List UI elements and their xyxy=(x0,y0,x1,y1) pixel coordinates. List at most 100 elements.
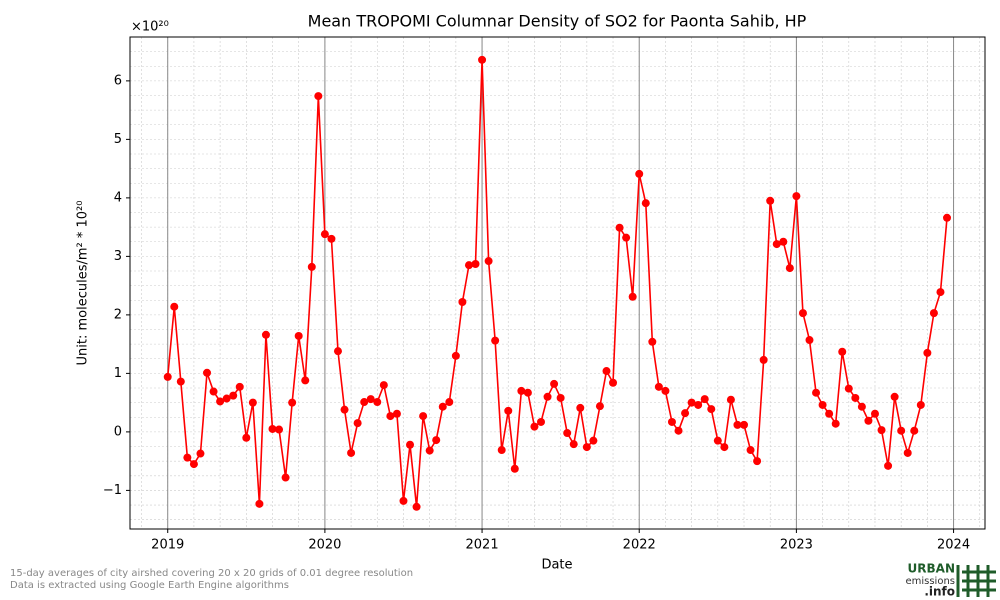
data-point xyxy=(595,402,604,411)
data-point xyxy=(884,461,893,470)
data-point xyxy=(497,446,506,455)
data-point xyxy=(622,233,631,242)
x-tick-label: 2021 xyxy=(466,538,499,553)
data-point xyxy=(726,395,735,404)
data-point xyxy=(877,426,886,435)
logo-text: .info xyxy=(924,585,955,599)
data-point xyxy=(189,460,198,469)
data-point xyxy=(406,440,415,449)
data-point xyxy=(720,443,729,452)
data-point xyxy=(694,400,703,409)
y-tick-label: −1 xyxy=(103,483,122,498)
data-point xyxy=(438,402,447,411)
data-point xyxy=(844,384,853,393)
data-point xyxy=(929,309,938,318)
data-point xyxy=(582,443,591,452)
logo-text: emissions xyxy=(905,576,955,587)
data-point xyxy=(432,436,441,445)
data-point xyxy=(753,457,762,466)
x-tick-label: 2022 xyxy=(623,538,656,553)
data-point xyxy=(910,426,919,435)
data-point xyxy=(471,259,480,268)
data-point xyxy=(825,409,834,418)
data-point xyxy=(628,292,637,301)
data-point xyxy=(327,234,336,243)
data-point xyxy=(641,199,650,208)
data-point xyxy=(772,240,781,249)
data-point xyxy=(242,433,251,442)
data-point xyxy=(943,213,952,222)
logo-icon xyxy=(956,565,996,597)
x-axis-label: Date xyxy=(541,558,572,573)
data-point xyxy=(936,288,945,297)
data-point xyxy=(196,449,205,458)
data-point xyxy=(360,398,369,407)
data-point xyxy=(366,395,375,404)
data-point xyxy=(216,397,225,406)
data-point xyxy=(294,331,303,340)
x-tick-label: 2019 xyxy=(151,538,184,553)
data-point xyxy=(746,446,755,455)
data-point xyxy=(687,398,696,407)
data-point xyxy=(569,440,578,449)
data-point xyxy=(399,496,408,505)
data-point xyxy=(674,426,683,435)
data-point xyxy=(301,376,310,385)
data-point xyxy=(261,330,270,339)
data-point xyxy=(759,355,768,364)
data-point xyxy=(589,436,598,445)
data-point xyxy=(779,237,788,246)
data-point xyxy=(785,264,794,273)
data-point xyxy=(163,372,172,381)
y-tick-label: 5 xyxy=(114,132,122,147)
data-point xyxy=(857,402,866,411)
data-point xyxy=(563,429,572,438)
data-point xyxy=(281,473,290,482)
data-point xyxy=(543,392,552,401)
data-point xyxy=(510,464,519,473)
data-point xyxy=(484,257,493,266)
data-point xyxy=(556,393,565,402)
data-point xyxy=(255,499,264,508)
data-point xyxy=(307,262,316,271)
data-point xyxy=(419,412,428,421)
data-point xyxy=(635,169,644,178)
data-point xyxy=(923,348,932,357)
data-point xyxy=(203,368,212,377)
data-point xyxy=(458,298,467,307)
data-point xyxy=(445,398,454,407)
data-point xyxy=(903,448,912,457)
data-point xyxy=(222,394,231,403)
data-point xyxy=(890,392,899,401)
data-point xyxy=(464,261,473,270)
data-point xyxy=(740,420,749,429)
footnote: 15-day averages of city airshed covering… xyxy=(10,568,413,579)
data-point xyxy=(667,417,676,426)
y-tick-label: 0 xyxy=(114,424,122,439)
data-point xyxy=(412,502,421,511)
data-point xyxy=(451,351,460,360)
data-point xyxy=(268,424,277,433)
data-point xyxy=(602,367,611,376)
data-point xyxy=(707,405,716,414)
grid xyxy=(130,36,985,529)
data-point xyxy=(373,398,382,407)
y-tick-label: 2 xyxy=(114,307,122,322)
data-point xyxy=(609,378,618,387)
data-point xyxy=(654,382,663,391)
data-point xyxy=(288,398,297,407)
data-point xyxy=(478,55,487,64)
data-point xyxy=(766,196,775,205)
data-point xyxy=(209,387,218,396)
plot-frame xyxy=(129,36,986,530)
x-tick-label: 2023 xyxy=(780,538,813,553)
data-point xyxy=(838,347,847,356)
y-tick-label: 4 xyxy=(114,190,122,205)
data-point xyxy=(320,230,329,239)
data-point xyxy=(713,436,722,445)
data-point xyxy=(347,448,356,457)
footnote: Data is extracted using Google Earth Eng… xyxy=(10,580,289,591)
x-tick-label: 2020 xyxy=(308,538,341,553)
data-point xyxy=(818,400,827,409)
